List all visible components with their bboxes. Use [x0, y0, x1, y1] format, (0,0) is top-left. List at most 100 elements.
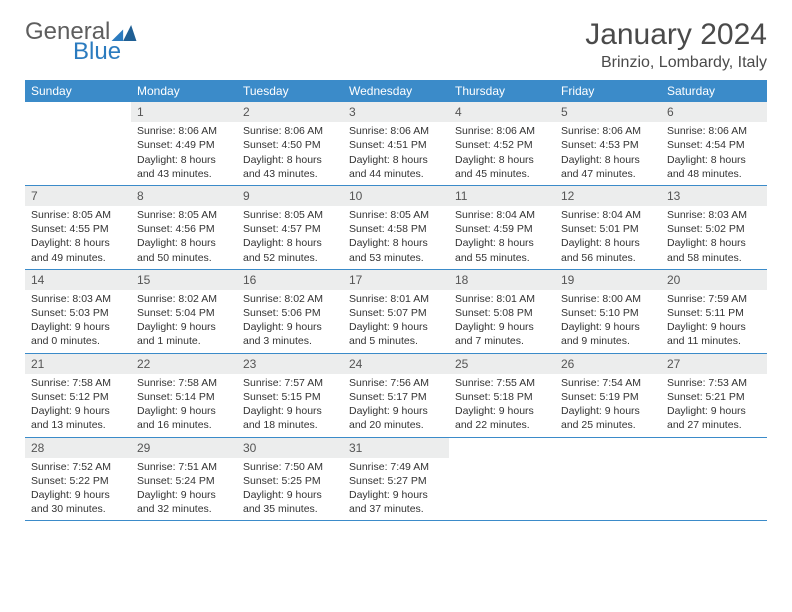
sunrise-text: Sunrise: 7:59 AM [667, 292, 761, 306]
sunrise-text: Sunrise: 8:06 AM [243, 124, 337, 138]
day-cell: 7Sunrise: 8:05 AMSunset: 4:55 PMDaylight… [25, 186, 131, 269]
day-body: Sunrise: 8:01 AMSunset: 5:08 PMDaylight:… [449, 290, 555, 353]
daylight-text: Daylight: 8 hours and 58 minutes. [667, 236, 761, 264]
daylight-text: Daylight: 8 hours and 43 minutes. [243, 153, 337, 181]
day-body: Sunrise: 8:04 AMSunset: 5:01 PMDaylight:… [555, 206, 661, 269]
day-body: Sunrise: 8:02 AMSunset: 5:06 PMDaylight:… [237, 290, 343, 353]
day-body: Sunrise: 8:02 AMSunset: 5:04 PMDaylight:… [131, 290, 237, 353]
sunset-text: Sunset: 5:14 PM [137, 390, 231, 404]
sunrise-text: Sunrise: 8:06 AM [667, 124, 761, 138]
sunset-text: Sunset: 4:54 PM [667, 138, 761, 152]
sunset-text: Sunset: 5:03 PM [31, 306, 125, 320]
day-cell: 5Sunrise: 8:06 AMSunset: 4:53 PMDaylight… [555, 102, 661, 185]
day-number: 26 [555, 354, 661, 374]
day-body: Sunrise: 8:06 AMSunset: 4:52 PMDaylight:… [449, 122, 555, 185]
daylight-text: Daylight: 9 hours and 16 minutes. [137, 404, 231, 432]
daylight-text: Daylight: 9 hours and 9 minutes. [561, 320, 655, 348]
day-body: Sunrise: 8:05 AMSunset: 4:56 PMDaylight:… [131, 206, 237, 269]
day-body: Sunrise: 8:06 AMSunset: 4:49 PMDaylight:… [131, 122, 237, 185]
sunrise-text: Sunrise: 8:03 AM [667, 208, 761, 222]
day-cell: 4Sunrise: 8:06 AMSunset: 4:52 PMDaylight… [449, 102, 555, 185]
daylight-text: Daylight: 9 hours and 27 minutes. [667, 404, 761, 432]
sunset-text: Sunset: 4:49 PM [137, 138, 231, 152]
day-number: 14 [25, 270, 131, 290]
sunset-text: Sunset: 5:11 PM [667, 306, 761, 320]
sunrise-text: Sunrise: 7:52 AM [31, 460, 125, 474]
sunset-text: Sunset: 5:19 PM [561, 390, 655, 404]
day-body: Sunrise: 8:03 AMSunset: 5:02 PMDaylight:… [661, 206, 767, 269]
week-row: 28 Sunrise: 7:52 AMSunset: 5:22 PM Dayligh… [25, 438, 767, 522]
day-cell: 10Sunrise: 8:05 AMSunset: 4:58 PMDayligh… [343, 186, 449, 269]
sunset-text: Sunset: 5:27 PM [349, 474, 443, 488]
dow-cell: Saturday [661, 80, 767, 102]
day-cell: 3Sunrise: 8:06 AMSunset: 4:51 PMDaylight… [343, 102, 449, 185]
day-number: 30 [237, 438, 343, 458]
day-number: 28 [25, 438, 131, 458]
sunrise-text: Sunrise: 8:05 AM [31, 208, 125, 222]
day-number: 7 [25, 186, 131, 206]
dow-cell: Sunday [25, 80, 131, 102]
day-number: 27 [661, 354, 767, 374]
day-cell: 17Sunrise: 8:01 AMSunset: 5:07 PMDayligh… [343, 270, 449, 353]
day-number: 2 [237, 102, 343, 122]
day-body: Sunrise: 8:05 AMSunset: 4:57 PMDaylight:… [237, 206, 343, 269]
sunrise-text: Sunrise: 8:02 AM [243, 292, 337, 306]
day-cell: 2Sunrise: 8:06 AMSunset: 4:50 PMDaylight… [237, 102, 343, 185]
day-cell: 29Sunrise: 7:51 AMSunset: 5:24 PMDayligh… [131, 438, 237, 521]
day-number: 22 [131, 354, 237, 374]
daylight-text: Daylight: 9 hours and 1 minute. [137, 320, 231, 348]
sunset-text: Sunset: 5:17 PM [349, 390, 443, 404]
daylight-text: Daylight: 8 hours and 47 minutes. [561, 153, 655, 181]
day-number: 17 [343, 270, 449, 290]
day-number: 16 [237, 270, 343, 290]
day-body: Sunrise: 8:01 AMSunset: 5:07 PMDaylight:… [343, 290, 449, 353]
sunset-text: Sunset: 5:10 PM [561, 306, 655, 320]
sunrise-text: Sunrise: 8:05 AM [349, 208, 443, 222]
daylight-text: Daylight: 8 hours and 50 minutes. [137, 236, 231, 264]
daylight-text: Daylight: 8 hours and 52 minutes. [243, 236, 337, 264]
day-cell: 31Sunrise: 7:49 AMSunset: 5:27 PMDayligh… [343, 438, 449, 521]
daylight-text: Daylight: 9 hours and 32 minutes. [137, 488, 231, 516]
week-row: 14Sunrise: 8:03 AMSunset: 5:03 PMDayligh… [25, 270, 767, 354]
daylight-text: Daylight: 9 hours and 25 minutes. [561, 404, 655, 432]
sunrise-text: Sunrise: 7:56 AM [349, 376, 443, 390]
day-body: Sunrise: 8:06 AMSunset: 4:53 PMDaylight:… [555, 122, 661, 185]
sunrise-text: Sunrise: 7:58 AM [137, 376, 231, 390]
day-cell: 11Sunrise: 8:04 AMSunset: 4:59 PMDayligh… [449, 186, 555, 269]
sunrise-text: Sunrise: 8:06 AM [349, 124, 443, 138]
day-cell: 28Sunrise: 7:52 AMSunset: 5:22 PMDayligh… [25, 438, 131, 521]
day-cell: 15Sunrise: 8:02 AMSunset: 5:04 PMDayligh… [131, 270, 237, 353]
sunrise-text: Sunrise: 7:51 AM [137, 460, 231, 474]
day-body: Sunrise: 8:06 AMSunset: 4:51 PMDaylight:… [343, 122, 449, 185]
day-cell: 21Sunrise: 7:58 AMSunset: 5:12 PMDayligh… [25, 354, 131, 437]
day-cell: 19Sunrise: 8:00 AMSunset: 5:10 PMDayligh… [555, 270, 661, 353]
day-body: Sunrise: 7:58 AMSunset: 5:12 PMDaylight:… [25, 374, 131, 437]
day-cell: 18Sunrise: 8:01 AMSunset: 5:08 PMDayligh… [449, 270, 555, 353]
dow-cell: Tuesday [237, 80, 343, 102]
sunset-text: Sunset: 5:25 PM [243, 474, 337, 488]
week-row: 21Sunrise: 7:58 AMSunset: 5:12 PMDayligh… [25, 354, 767, 438]
sunset-text: Sunset: 4:53 PM [561, 138, 655, 152]
day-cell: 25Sunrise: 7:55 AMSunset: 5:18 PMDayligh… [449, 354, 555, 437]
day-number: 5 [555, 102, 661, 122]
day-body: Sunrise: 7:49 AMSunset: 5:27 PMDaylight:… [343, 458, 449, 521]
day-number: 19 [555, 270, 661, 290]
day-cell: 24Sunrise: 7:56 AMSunset: 5:17 PMDayligh… [343, 354, 449, 437]
day-cell: 12Sunrise: 8:04 AMSunset: 5:01 PMDayligh… [555, 186, 661, 269]
sunrise-text: Sunrise: 7:50 AM [243, 460, 337, 474]
sunset-text: Sunset: 5:18 PM [455, 390, 549, 404]
day-body: Sunrise: 8:05 AMSunset: 4:55 PMDaylight:… [25, 206, 131, 269]
day-body: Sunrise: 8:03 AMSunset: 5:03 PMDaylight:… [25, 290, 131, 353]
day-number: 24 [343, 354, 449, 374]
day-cell: 22 Sunrise: 7:58 AMSunset: 5:14 PMDayligh… [131, 354, 237, 437]
sunrise-text: Sunrise: 7:55 AM [455, 376, 549, 390]
location-subtitle: Brinzio, Lombardy, Italy [585, 54, 767, 72]
day-number: 21 [25, 354, 131, 374]
days-of-week-header: SundayMondayTuesdayWednesdayThursdayFrid… [25, 80, 767, 102]
day-cell: 16Sunrise: 8:02 AMSunset: 5:06 PMDayligh… [237, 270, 343, 353]
sunset-text: Sunset: 5:04 PM [137, 306, 231, 320]
dow-cell: Monday [131, 80, 237, 102]
title-block: January 2024 Brinzio, Lombardy, Italy [585, 18, 767, 72]
sunset-text: Sunset: 5:22 PM [31, 474, 125, 488]
day-body: Sunrise: 8:06 AMSunset: 4:54 PMDaylight:… [661, 122, 767, 185]
